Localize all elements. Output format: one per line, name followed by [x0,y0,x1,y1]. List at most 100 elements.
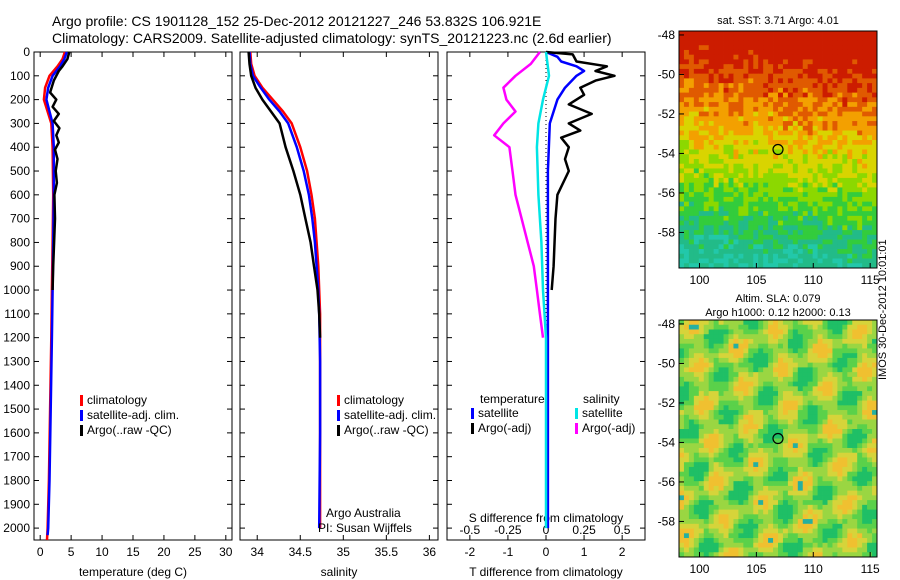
sla-map-cell [679,343,685,349]
sla-map-cell [763,509,769,515]
sst-map-cell [698,135,705,141]
sst-map-cell [857,87,863,94]
sla-map-cell [708,504,715,510]
sla-map-cell [703,367,710,373]
sst-map-cell [822,125,828,131]
sla-map-cell [738,386,744,392]
sst-map-cell [728,45,734,51]
sla-map-cell [862,419,868,425]
sst-map-cell [738,263,744,269]
sla-map-cell [822,334,828,340]
sla-map-cell [768,367,774,373]
sla-map-cell [857,438,863,444]
sla-map-cell [832,348,838,354]
sla-map-cell [708,410,715,416]
sla-map-cell [827,457,833,463]
sla-map-cell [817,357,823,364]
sst-map-cell [797,177,804,184]
sla-map-cell [708,433,715,439]
sla-map-cell [743,334,749,340]
sla-map-cell [738,353,744,359]
sst-map-cell [698,158,705,165]
sst-map-cell [718,230,724,236]
sla-map-cell [763,320,769,326]
sst-map-cell [812,111,818,117]
sla-map-cells [679,320,878,558]
sst-map-cell [743,177,749,184]
sla-map-cell [862,457,868,463]
sst-map-cell [832,73,838,79]
sst-map-cell [827,211,833,217]
sla-map-cell [679,466,685,473]
sst-map-cell [738,249,744,255]
sst-map-xtick-label: 100 [689,273,709,287]
sla-map-cell [768,476,774,482]
sst-map-cell [728,163,734,169]
header-line-1: Argo profile: CS 1901128_152 25-Dec-2012… [52,13,541,29]
sla-map-cell [842,433,848,439]
sla-map-cell [852,452,858,458]
sst-map-cell [857,234,863,240]
sla-map-cell [812,476,818,482]
sla-map-cell [773,391,779,397]
sla-map-cell [703,452,710,458]
sla-map-cell [758,367,764,373]
sla-map-cell [688,343,695,349]
sla-map-cell [827,471,833,477]
sst-map-cell [842,121,848,127]
sla-map-cell [679,376,685,383]
sla-map-cell [703,386,710,392]
sst-map-cell [852,234,858,240]
sst-map-cell [862,31,868,37]
sla-map-cell [847,500,853,506]
sst-map-cell [748,249,754,255]
sst-map-cell [728,87,734,94]
sla-map-ytick-label: -56 [658,475,676,489]
sla-map-cell [758,547,764,553]
sst-map-cell [768,45,774,51]
sst-map-cell [703,163,710,169]
sst-map-cell [743,102,749,108]
sst-map-cell [802,121,809,127]
sst-map-cell [693,244,700,250]
sla-map-cell [872,552,878,558]
sla-map-cell [688,447,695,454]
sla-map-cell [812,504,818,510]
sla-map-cell [857,376,863,383]
sla-map-cell [679,533,685,539]
sla-map-cell [842,443,848,449]
sla-map-cell [703,372,710,378]
sla-map-cell [718,523,724,529]
sst-map-cell [723,163,729,169]
sla-map-cell [713,552,719,558]
sla-map-cell [857,476,863,482]
sla-map-cell [768,547,774,553]
sla-map-cell [782,462,789,468]
sla-map-cell [787,443,794,449]
sla-map-cell [787,395,794,401]
sst-map-cell [842,215,848,221]
sla-map-cell [827,443,833,449]
sst-map-cell [738,83,744,89]
sla-map-cell [698,386,705,392]
sst-map-cell [847,111,853,117]
sla-map-cell [713,443,719,449]
sla-map-cell [683,433,690,439]
sst-map-cell [797,244,804,250]
sst-map-cell [693,125,700,131]
sla-map-cell [733,485,739,492]
temperature-xtick-label: 10 [95,545,109,559]
sla-map-cell [847,538,853,544]
sla-map-cell [807,386,814,392]
sla-map-cell [807,490,814,496]
sla-map-cell [679,547,685,553]
sla-map-cell [827,376,833,383]
sla-map-cell [679,438,685,444]
sla-map-cell [683,462,690,468]
sst-map-cell [852,125,858,131]
sst-map-cell [728,78,734,84]
sla-map-cell [748,357,754,364]
sla-map-cell [822,466,828,473]
sst-map-cell [842,239,848,245]
sla-map-cell [763,528,769,534]
